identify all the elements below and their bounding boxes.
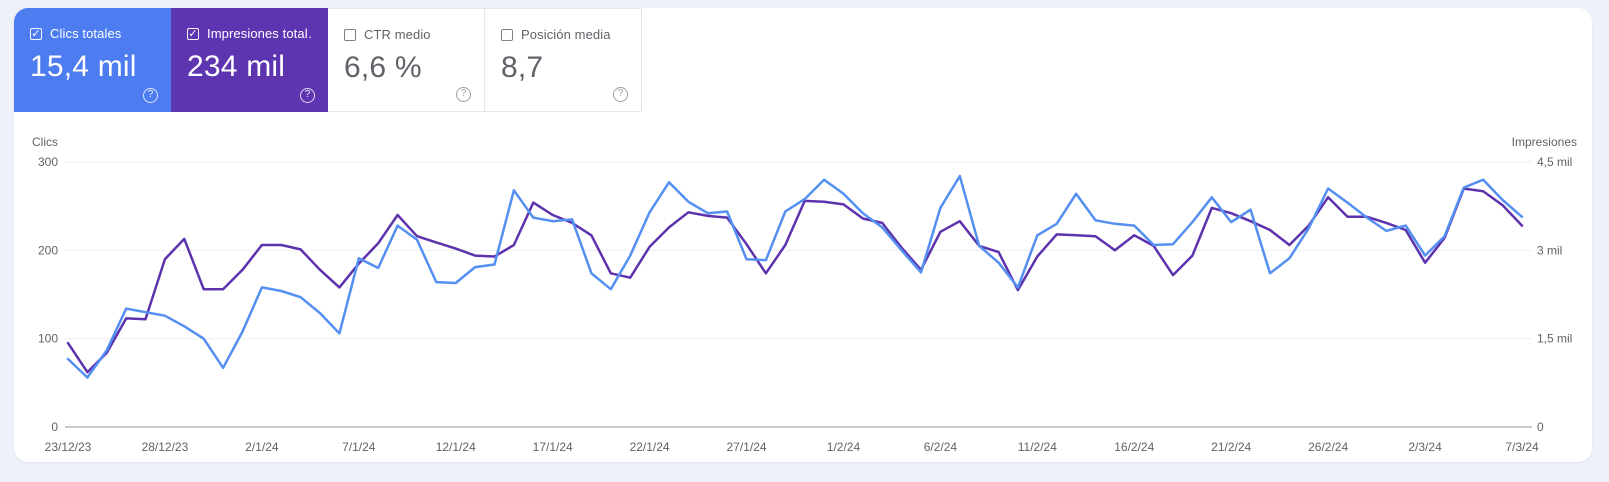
x-axis-tick: 26/2/24: [1308, 440, 1348, 454]
series-line-clics[interactable]: [66, 174, 1524, 379]
x-axis-tick: 27/1/24: [727, 440, 767, 454]
x-axis-tick: 21/2/24: [1211, 440, 1251, 454]
right-axis-tick: 4,5 mil: [1537, 155, 1572, 169]
x-axis-tick: 2/1/24: [245, 440, 279, 454]
left-axis-tick: 0: [51, 420, 58, 434]
performance-line-chart[interactable]: 300 4,5 mil 200 3 mil 100 1,5 mil 0 0 Clics Impre…: [14, 115, 1592, 462]
help-icon[interactable]: [143, 88, 158, 103]
x-axis-tick: 28/12/23: [142, 440, 189, 454]
help-icon[interactable]: [613, 87, 628, 102]
x-axis-tick: 23/12/23: [45, 440, 92, 454]
posicion-media-checkbox[interactable]: [501, 28, 513, 41]
help-icon[interactable]: [300, 88, 315, 103]
clics-totales-value: 15,4 mil: [30, 50, 137, 83]
metric-card-ctr-medio[interactable]: CTR medio 6,6 %: [328, 8, 485, 112]
left-axis-tick: 300: [38, 155, 58, 169]
metric-card-posicion-media[interactable]: Posición media 8,7: [485, 8, 642, 112]
series-line-impresiones[interactable]: [66, 187, 1524, 374]
right-axis-tick: 1,5 mil: [1537, 332, 1572, 346]
x-axis-tick: 2/3/24: [1408, 440, 1442, 454]
x-axis-tick: 11/2/24: [1018, 440, 1057, 454]
performance-panel: ✓ Clics totales 15,4 mil ✓ Impresiones t…: [14, 8, 1592, 462]
right-axis-tick: 0: [1537, 420, 1544, 434]
x-axis-tick: 6/2/24: [924, 440, 958, 454]
x-axis-tick: 7/3/24: [1505, 440, 1539, 454]
x-axis-tick: 22/1/24: [630, 440, 670, 454]
posicion-media-label: Posición media: [521, 27, 611, 42]
left-axis-tick: 100: [38, 332, 58, 346]
ctr-medio-checkbox[interactable]: [344, 28, 356, 41]
left-axis-tick: 200: [38, 243, 58, 257]
help-icon[interactable]: [456, 87, 471, 102]
ctr-medio-value: 6,6 %: [344, 51, 422, 84]
left-axis-title: Clics: [32, 135, 58, 149]
metric-card-clics-totales[interactable]: ✓ Clics totales 15,4 mil: [14, 8, 171, 112]
impresiones-totales-checkbox[interactable]: ✓: [187, 27, 199, 40]
x-axis-tick: 17/1/24: [533, 440, 573, 454]
ctr-medio-label: CTR medio: [364, 27, 431, 42]
x-axis-tick: 7/1/24: [342, 440, 376, 454]
x-axis-tick: 12/1/24: [436, 440, 476, 454]
impresiones-totales-label: Impresiones total…: [207, 26, 312, 41]
right-axis-tick: 3 mil: [1537, 243, 1562, 257]
right-axis-title: Impresiones: [1512, 135, 1577, 149]
metric-card-impresiones-totales[interactable]: ✓ Impresiones total… 234 mil: [171, 8, 328, 112]
clics-totales-checkbox[interactable]: ✓: [30, 27, 42, 40]
posicion-media-value: 8,7: [501, 51, 544, 84]
metric-cards-row: ✓ Clics totales 15,4 mil ✓ Impresiones t…: [14, 8, 642, 112]
x-axis-tick: 16/2/24: [1114, 440, 1154, 454]
impresiones-totales-value: 234 mil: [187, 50, 286, 83]
x-axis-tick: 1/2/24: [827, 440, 861, 454]
clics-totales-label: Clics totales: [50, 26, 122, 41]
